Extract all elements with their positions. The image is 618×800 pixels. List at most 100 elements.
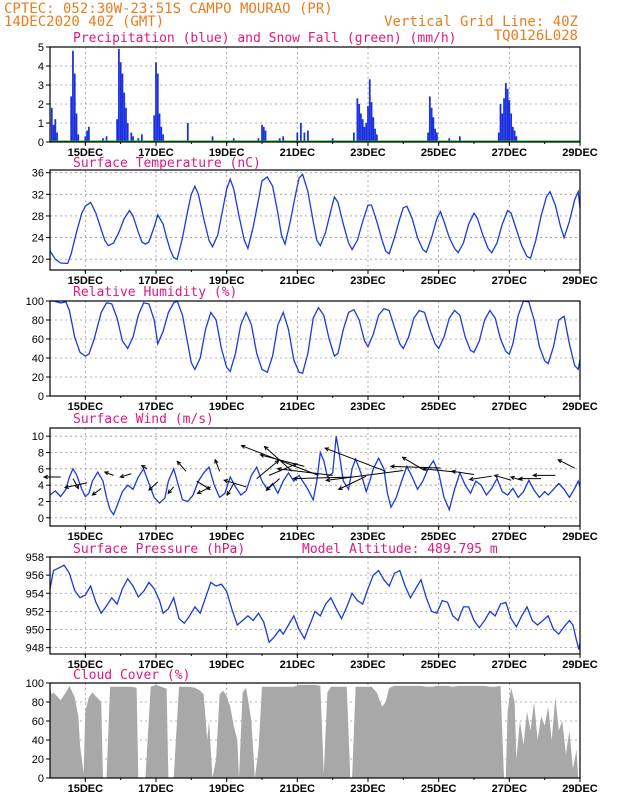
- rh-ytick-label: 80: [32, 315, 44, 327]
- precip-ytick-label: 4: [38, 61, 44, 73]
- wind-vector: [324, 447, 386, 472]
- wind-vector-head: [337, 485, 343, 490]
- rh-xtick-label: 23DEC: [350, 401, 386, 413]
- cloud-ytick-label: 100: [26, 678, 44, 690]
- precip-bar: [54, 119, 57, 142]
- wind-vector: [64, 482, 88, 489]
- rh-xtick-label: 15DEC: [68, 401, 104, 413]
- pressure-ytick-label: 958: [26, 552, 44, 564]
- wind-vector: [510, 476, 522, 481]
- rh-ytick-label: 60: [32, 334, 44, 346]
- precip-bar: [52, 124, 55, 142]
- pressure-frame: [49, 556, 581, 655]
- wind-vector-head: [276, 466, 282, 472]
- wind-vector-head: [557, 459, 563, 464]
- precip-bar: [232, 138, 235, 142]
- wind-xtick-label: 29DEC: [562, 531, 598, 543]
- precip-bar: [296, 132, 299, 142]
- precip-bar: [303, 132, 306, 142]
- wind-vector: [214, 459, 221, 472]
- precip-bar: [132, 136, 134, 142]
- rh-ytick-label: 100: [26, 296, 44, 308]
- header-grid-line: Vertical Grid Line: 40Z: [384, 14, 578, 30]
- pressure-annotation: Model Altitude: 489.795 m: [302, 542, 498, 557]
- precip-panel: 0 1 2 3 4 5 15DEC 17DEC 19DEC 21DEC 23DEC 25DEC 27DE…: [38, 31, 598, 159]
- wind-vector-head: [450, 469, 456, 474]
- precip-bar: [299, 123, 302, 142]
- wind-xtick-label: 21DEC: [280, 531, 316, 543]
- precip-bar: [504, 83, 507, 142]
- wind-vector-head: [63, 484, 70, 490]
- precip-bar: [262, 126, 265, 142]
- precip-ytick-label: 2: [38, 99, 44, 111]
- wind-series-line: [49, 436, 581, 516]
- precip-bar: [501, 113, 504, 142]
- temp-frame: [49, 169, 581, 271]
- wind-vector-head: [103, 471, 109, 476]
- pressure-xtick-label: 19DEC: [209, 659, 245, 671]
- wind-vector-head: [517, 476, 523, 481]
- precip-bar: [156, 73, 159, 142]
- precip-bar: [261, 124, 263, 142]
- precip-bar: [360, 113, 362, 142]
- temp-xtick-label: 17DEC: [138, 275, 174, 287]
- cloud-title: Cloud Cover (%): [73, 668, 190, 683]
- wind-vector: [92, 488, 102, 496]
- precip-bar: [125, 107, 127, 142]
- precip-bar: [436, 132, 438, 142]
- precip-bar: [105, 136, 108, 142]
- header-model: TQ0126L028: [494, 28, 578, 44]
- precip-ytick-label: 0: [38, 137, 44, 149]
- precip-ytick-label: 5: [38, 42, 44, 54]
- pressure-panel: 948 950 952 954 956 958 15DEC 17DEC 19DEC 21DEC 23…: [26, 542, 598, 671]
- precip-bar: [506, 88, 509, 142]
- wind-vector-head: [468, 476, 474, 482]
- pressure-xtick-label: 21DEC: [280, 659, 316, 671]
- pressure-ytick-label: 952: [26, 606, 44, 618]
- precip-bar: [356, 98, 359, 142]
- wind-vector-head: [263, 445, 269, 451]
- precip-bar: [374, 128, 376, 142]
- wind-vector: [338, 475, 367, 490]
- precip-xtick-label: 17DEC: [138, 147, 174, 159]
- wind-ytick-label: 4: [38, 480, 44, 492]
- wind-vector: [223, 479, 247, 488]
- wind-vector: [104, 471, 114, 476]
- cloud-xtick-label: 17DEC: [138, 783, 174, 795]
- precip-bar: [86, 130, 88, 142]
- wind-vector: [167, 486, 175, 494]
- precip-bar: [428, 96, 431, 142]
- precip-bar: [56, 132, 58, 142]
- pressure-xtick-label: 15DEC: [68, 659, 104, 671]
- temp-ytick-label: 36: [32, 168, 44, 180]
- wind-vector: [326, 469, 404, 481]
- wind-vector-head: [325, 477, 331, 483]
- wind-vector: [72, 478, 79, 489]
- rh-title: Relative Humidity (%): [73, 285, 237, 300]
- precip-bar: [511, 126, 514, 142]
- wind-vector: [423, 468, 457, 473]
- pressure-xtick-label: 17DEC: [138, 659, 174, 671]
- precip-bar: [160, 126, 163, 142]
- precip-bar: [121, 73, 124, 142]
- pressure-title: Surface Pressure (hPa): [73, 542, 245, 557]
- precip-bar: [130, 132, 133, 142]
- cloud-frame: [49, 682, 581, 779]
- precip-bar: [50, 107, 53, 142]
- precip-bar: [434, 128, 437, 142]
- precip-bar: [278, 138, 281, 142]
- precip-xtick-label: 15DEC: [68, 147, 104, 159]
- wind-ytick-label: 8: [38, 448, 44, 460]
- wind-vector-head: [148, 486, 153, 491]
- cloud-xtick-label: 23DEC: [350, 783, 386, 795]
- wind-xtick-label: 23DEC: [350, 531, 386, 543]
- cloud-ytick-label: 0: [38, 773, 44, 785]
- precip-bar: [158, 113, 161, 142]
- wind-vector-head: [119, 473, 125, 479]
- wind-vector-head: [240, 444, 246, 449]
- precip-bar: [499, 104, 502, 142]
- rh-ytick-label: 0: [38, 391, 44, 403]
- precip-xtick-label: 19DEC: [209, 147, 245, 159]
- wind-vector: [226, 483, 235, 496]
- wind-vector: [197, 486, 211, 494]
